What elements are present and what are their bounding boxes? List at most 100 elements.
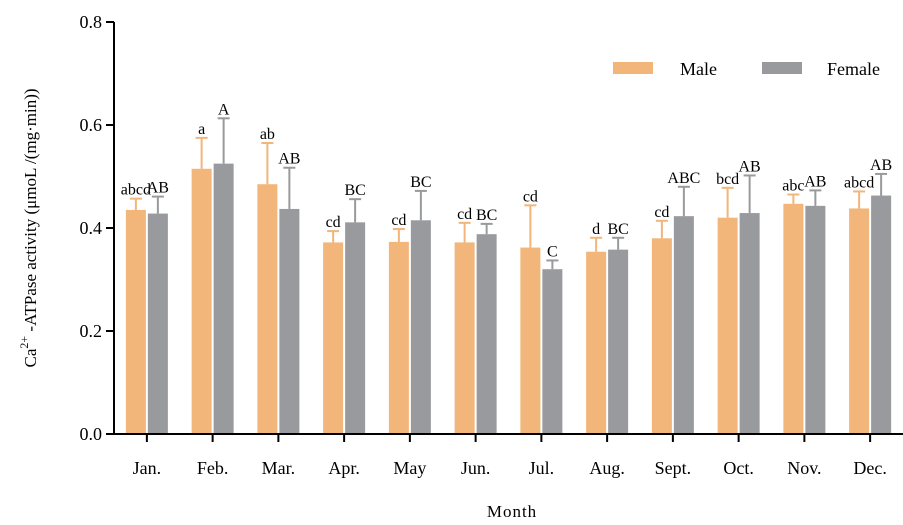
bar-male-3 — [323, 242, 343, 434]
significance-label-male-5: cd — [457, 206, 472, 223]
error-bar-female-0 — [152, 197, 164, 214]
legend-item-male: Male — [613, 59, 717, 79]
error-bar-female-4 — [415, 191, 427, 220]
x-tick-label-6: Jul. — [529, 458, 555, 478]
significance-label-female-2: AB — [278, 151, 300, 168]
significance-label-male-3: cd — [326, 214, 341, 231]
bar-female-9 — [740, 213, 760, 434]
significance-label-male-10: abc — [782, 178, 804, 195]
y-tick-label-4: 0.8 — [80, 12, 103, 32]
error-bars-layer — [130, 118, 887, 269]
error-bar-male-0 — [130, 199, 142, 210]
y-axis-title-suffix: -ATPase activity (μmoL /(mg·min)) — [21, 88, 40, 335]
significance-label-male-6: cd — [523, 188, 538, 205]
error-bar-female-2 — [283, 168, 295, 209]
significance-label-male-11: abcd — [844, 174, 874, 191]
x-tick-label-8: Sept. — [655, 458, 692, 478]
significance-label-male-8: cd — [654, 204, 669, 221]
error-bar-male-2 — [261, 143, 273, 184]
bar-male-0 — [126, 210, 146, 434]
significance-label-female-6: C — [547, 243, 558, 260]
x-tick-label-1: Feb. — [197, 458, 229, 478]
significance-label-male-2: ab — [260, 126, 275, 143]
error-bar-female-1 — [218, 118, 230, 163]
legend-label-male: Male — [680, 59, 717, 79]
bar-female-4 — [411, 220, 431, 434]
bar-male-7 — [586, 252, 606, 434]
bar-male-2 — [257, 184, 277, 434]
legend-item-female: Female — [762, 59, 880, 79]
bar-female-11 — [871, 196, 891, 434]
bar-male-5 — [455, 242, 475, 434]
error-bar-female-9 — [744, 175, 756, 213]
y-axis-title-superscript: 2+ — [17, 336, 31, 349]
significance-label-male-4: cd — [391, 212, 406, 229]
bar-male-1 — [192, 169, 212, 434]
error-bar-male-3 — [327, 231, 339, 242]
significance-label-female-11: AB — [870, 157, 892, 174]
bar-female-6 — [542, 269, 562, 434]
x-tick-label-11: Dec. — [853, 458, 886, 478]
significance-label-female-0: AB — [147, 180, 169, 197]
error-bar-female-7 — [612, 238, 624, 250]
significance-label-male-9: bcd — [716, 171, 739, 188]
significance-label-female-8: ABC — [667, 170, 700, 187]
significance-label-female-9: AB — [739, 158, 761, 175]
bar-female-8 — [674, 216, 694, 434]
significance-label-female-7: BC — [607, 221, 628, 238]
significance-label-female-4: BC — [410, 174, 431, 191]
y-tick-label-2: 0.4 — [80, 218, 103, 238]
y-tick-label-1: 0.2 — [80, 321, 103, 341]
bar-male-4 — [389, 242, 409, 434]
x-tick-label-5: Jun. — [461, 458, 491, 478]
error-bar-female-6 — [546, 260, 558, 269]
error-bar-female-3 — [349, 199, 361, 222]
y-tick-label-3: 0.6 — [80, 115, 103, 135]
significance-label-female-1: A — [218, 101, 230, 118]
error-bar-female-10 — [809, 190, 821, 205]
x-tick-label-9: Oct. — [723, 458, 754, 478]
legend: Male Female — [613, 59, 880, 79]
error-bar-male-1 — [196, 138, 208, 169]
legend-swatch-female — [762, 62, 802, 74]
x-tick-label-0: Jan. — [133, 458, 162, 478]
error-bar-male-6 — [524, 205, 536, 247]
legend-swatch-male — [613, 62, 653, 74]
y-axis-title: Ca2+ -ATPase activity (μmoL /(mg·min)) — [17, 88, 40, 367]
significance-label-male-1: a — [198, 121, 205, 138]
y-tick-label-0: 0.0 — [80, 424, 103, 444]
significance-label-female-5: BC — [476, 207, 497, 224]
significance-label-male-7: d — [592, 221, 600, 238]
error-bar-female-11 — [875, 174, 887, 196]
x-axis-title: Month — [487, 502, 537, 520]
x-tick-label-2: Mar. — [262, 458, 296, 478]
error-bar-male-11 — [853, 191, 865, 208]
bar-female-0 — [148, 214, 168, 434]
bar-female-10 — [805, 206, 825, 434]
bar-male-9 — [718, 218, 738, 434]
error-bar-male-5 — [459, 223, 471, 243]
bar-male-11 — [849, 208, 869, 434]
legend-label-female: Female — [827, 59, 880, 79]
bars-layer — [126, 164, 891, 434]
error-bar-male-8 — [656, 221, 668, 239]
bar-male-6 — [520, 248, 540, 434]
bar-female-1 — [214, 164, 234, 434]
significance-label-female-10: AB — [804, 173, 826, 190]
y-axis-title-prefix: Ca — [21, 348, 40, 367]
error-bar-male-7 — [590, 238, 602, 252]
x-tick-label-4: May — [393, 458, 426, 478]
bar-male-8 — [652, 238, 672, 434]
x-tick-label-7: Aug. — [589, 458, 625, 478]
bar-female-2 — [279, 209, 299, 434]
error-bar-male-4 — [393, 229, 405, 242]
error-bar-male-10 — [787, 195, 799, 204]
significance-label-female-3: BC — [344, 182, 365, 199]
bar-female-3 — [345, 222, 365, 434]
x-tick-label-10: Nov. — [787, 458, 821, 478]
error-bar-female-8 — [678, 187, 690, 216]
bar-female-5 — [477, 234, 497, 434]
